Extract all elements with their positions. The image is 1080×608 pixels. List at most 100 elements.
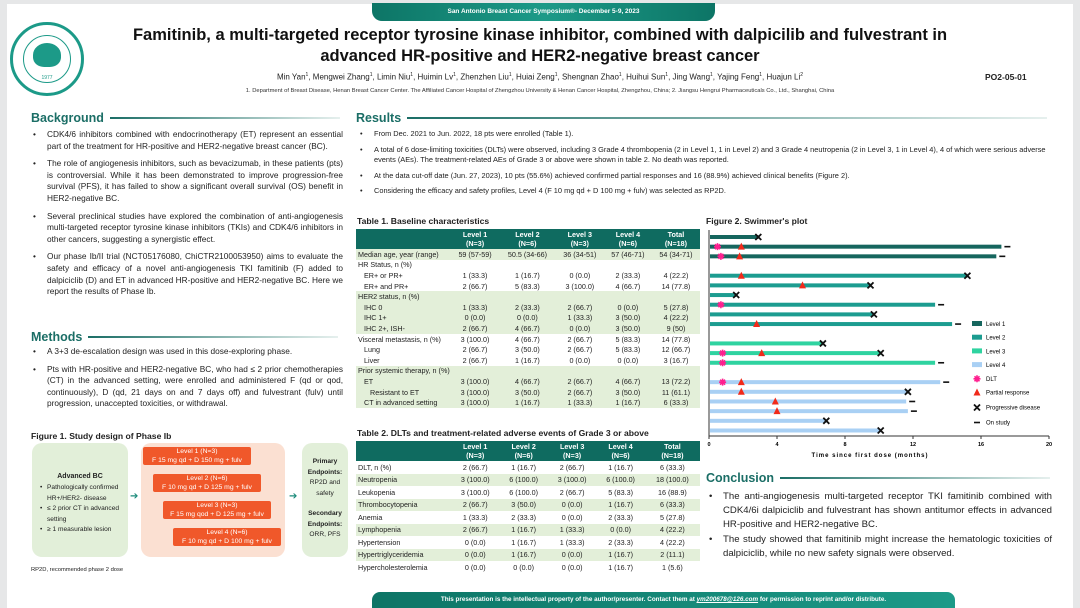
header-cell <box>356 441 451 461</box>
column-n: (N=18) <box>661 451 684 460</box>
cell-value: 1 (16.7) <box>499 548 548 561</box>
cell-value: 2 (33.3) <box>608 537 633 547</box>
cell-value: 5 (27.8) <box>660 512 685 522</box>
cell-value: 54 (34-71) <box>651 249 700 260</box>
table-row: ER+ and PR+ 2 (66.7) 5 (83.3) 3 (100.0) 4 (6… <box>356 281 700 292</box>
frame-left <box>0 0 7 608</box>
column-header: Level 4 (N=6) <box>596 441 645 461</box>
progressive-disease-icon <box>904 388 912 396</box>
column-name: Level 2 <box>515 230 540 239</box>
cell-value: 3 (100.0) <box>547 473 597 486</box>
dose-level-box: Level 1 (N=3) F 15 mg qd + D 150 mg + ful… <box>143 447 251 465</box>
progressive-disease-icon <box>819 339 827 348</box>
author: Mengwei Zhang <box>312 72 370 82</box>
column-n: (N=6) <box>518 239 537 248</box>
table-row: IHC 1+ 0 (0.0) 0 (0.0) 1 (33.3) 3 (50.0) 4 (2… <box>356 312 700 324</box>
cell-value <box>555 365 604 377</box>
cell-value: 1 (16.7) <box>603 397 652 408</box>
affiliation-mark: 1 <box>618 72 622 78</box>
conclusion-heading: Conclusion <box>706 471 1051 485</box>
cell-value: 0 (0.0) <box>547 498 597 511</box>
progressive-disease-icon <box>732 291 740 299</box>
cell-value: 1 (33.3) <box>547 523 597 536</box>
table-row: Anemia 1 (33.3) 2 (33.3) 0 (0.0) 2 (33.3) 5 (… <box>356 511 700 524</box>
table-row: ET 3 (100.0) 4 (66.7) 2 (66.7) 4 (66.7) 13 (7… <box>356 376 700 387</box>
cell-value: 3 (100.0) <box>451 397 500 408</box>
cell-value: 0 (0.0) <box>596 523 645 536</box>
level-name: Level 1 (N=3) <box>176 448 218 455</box>
conclusion-bullets: The anti-angiogenesis multi-targeted rec… <box>706 490 1052 562</box>
column-name: Level 1 <box>462 230 488 239</box>
row-label: Lung <box>364 345 380 355</box>
author: Min Yan <box>276 72 306 82</box>
level-name: Level 3 (N=3) <box>196 502 238 509</box>
patient-bar <box>710 322 953 327</box>
cell-value <box>499 260 556 271</box>
adverse-events-table: Level 1 (N=3) Level 2 (N=6) Level 3 (N=3) Leve… <box>356 441 700 574</box>
partial-response-icon <box>737 242 745 250</box>
x-tick-label: 0 <box>707 442 710 448</box>
row-label: Liver <box>364 355 380 365</box>
author: Huiai Zeng <box>516 72 555 82</box>
poster-title: Famitinib, a multi-targeted receptor tyr… <box>132 26 948 65</box>
cell-value: 4 (66.7) <box>615 281 641 291</box>
x-axis-label: Time since first dose (months) <box>812 453 929 459</box>
legend-label: Level 2 <box>986 336 1006 342</box>
column-name: Level 4 <box>615 230 641 239</box>
results-bullets: From Dec. 2021 to Jun. 2022, 18 pts were… <box>357 129 1057 202</box>
cell-value <box>555 291 604 302</box>
cell-value: 1 (16.7) <box>608 462 633 472</box>
cell-value: 0 (0.0) <box>499 312 556 324</box>
cell-value <box>451 260 499 271</box>
author: Huajun Li <box>766 72 801 82</box>
row-label: Hypercholesterolemia <box>358 562 428 572</box>
column-name: Level 1 <box>463 442 488 451</box>
row-label: ET <box>356 376 451 387</box>
cell-value: 1 (16.7) <box>515 355 540 365</box>
level-dose: F 15 mg qd + D 150 mg + fulv <box>152 456 242 464</box>
cell-value: 59 (57-59) <box>451 249 500 260</box>
endpoints-box: Primary Endpoints: RP2D and safety Secon… <box>302 443 348 557</box>
bullet-item: The role of angiogenesis inhibitors, suc… <box>30 158 343 204</box>
results-heading: Results <box>356 111 1048 125</box>
cell-value: 2 (66.7) <box>462 462 488 472</box>
column-n: (N=6) <box>514 451 533 460</box>
dlt-icon <box>719 359 727 367</box>
author: Huimin Lv <box>417 72 454 82</box>
cell-value: 9 (50) <box>651 323 700 334</box>
patient-bar <box>710 399 907 404</box>
cell-value <box>499 365 556 377</box>
column-name: Level 3 <box>559 442 585 451</box>
author: Huihui Sun <box>626 72 666 82</box>
legend-swatch <box>972 362 982 368</box>
legend-label: Level 4 <box>986 363 1006 369</box>
cell-value: 2 (66.7) <box>462 281 488 291</box>
cell-value: 4 (22.2) <box>660 537 685 547</box>
cell-value: 3 (100.0) <box>565 281 595 291</box>
cell-value: 0 (0.0) <box>617 355 639 365</box>
level-dose: F 15 mg qod + D 125 mg + fulv <box>170 510 264 518</box>
affiliations: 1. Department of Breast Disease, Henan B… <box>245 88 835 94</box>
table-row: Lymphopenia 2 (66.7) 1 (16.7) 1 (33.3) 0 (0.… <box>356 523 700 536</box>
cell-value: 3 (50.0) <box>515 345 540 355</box>
patient-bar <box>710 360 936 365</box>
column-header: Level 3 (N=3) <box>547 441 597 461</box>
cell-value: 14 (77.8) <box>661 334 691 344</box>
patient-bar <box>710 254 997 259</box>
row-label: Hypertriglyceridemia <box>356 548 451 561</box>
cell-value <box>451 291 500 302</box>
contact-email-link[interactable]: ym200678@126.com <box>696 596 759 603</box>
cell-value: 5 (83.3) <box>515 281 540 291</box>
row-label: CT in advanced setting <box>356 397 451 408</box>
cell-value: 0 (0.0) <box>569 355 591 365</box>
legend-label: On study <box>986 421 1010 427</box>
column-name: Level 4 <box>608 442 633 451</box>
cell-value: 11 (61.1) <box>651 386 700 398</box>
bullet-item: • Pathologically confirmed HR+/HER2- dise… <box>40 484 119 502</box>
cell-value: 1 (16.7) <box>499 523 548 536</box>
level-name: Level 2 (N=6) <box>186 475 228 482</box>
row-label: Neutropenia <box>356 473 451 486</box>
dose-level-box: Level 3 (N=3) F 15 mg qod + D 125 mg + fu… <box>163 501 271 519</box>
progressive-disease-icon <box>973 403 981 412</box>
